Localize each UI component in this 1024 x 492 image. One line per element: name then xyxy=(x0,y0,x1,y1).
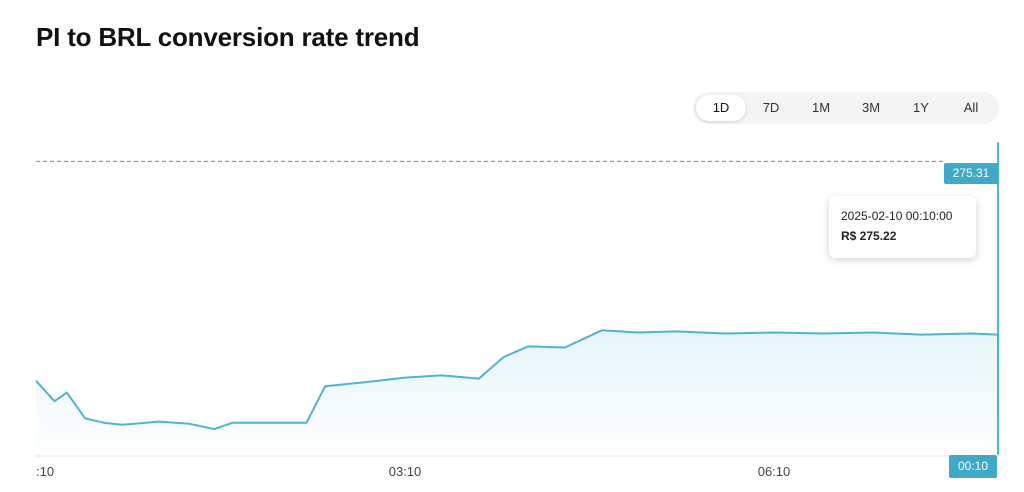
x-tick-label: :10 xyxy=(36,464,54,479)
price-line xyxy=(35,142,999,455)
tab-all[interactable]: All xyxy=(963,100,979,115)
page-title: PI to BRL conversion rate trend xyxy=(36,22,420,52)
tooltip-price: R$ 275.22 xyxy=(841,229,897,243)
current-price-tag: 275.31 xyxy=(944,163,998,184)
tab-7d[interactable]: 7D xyxy=(762,100,780,115)
current-time-tag: 00:10 xyxy=(949,455,997,478)
price-area xyxy=(36,142,998,457)
tab-1y[interactable]: 1Y xyxy=(913,100,929,115)
tooltip-time: 2025-02-10 00:10:00 xyxy=(841,209,953,223)
tab-3m[interactable]: 3M xyxy=(861,100,881,115)
chart-tooltip: 2025-02-10 00:10:00 R$ 275.22 xyxy=(829,196,976,258)
time-range-selector: 1D 7D 1M 3M 1Y All xyxy=(693,92,999,124)
x-tick-label: 06:10 xyxy=(758,464,791,479)
tab-1m[interactable]: 1M xyxy=(811,100,831,115)
tab-1d[interactable]: 1D xyxy=(696,95,746,121)
x-tick-label: 03:10 xyxy=(389,464,422,479)
